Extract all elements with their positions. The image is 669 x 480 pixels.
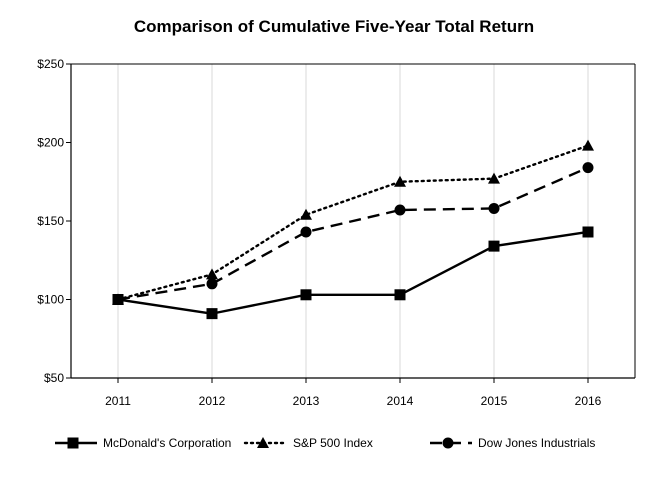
data-point [488,202,500,214]
data-point [300,208,312,220]
data-point [394,289,406,301]
data-point [582,226,594,238]
y-tick-label: $50 [44,371,64,385]
series-square [112,226,594,320]
y-tick-labels: $50 $100 $150 $200 $250 [37,57,71,385]
y-tick-label: $200 [37,136,64,150]
x-tick-label: 2016 [575,394,602,408]
data-point [300,226,312,238]
legend-item: S&P 500 Index [243,436,373,450]
legend-item: McDonald's Corporation [55,436,231,450]
legend-item: Dow Jones Industrials [430,436,595,450]
x-tick-label: 2014 [387,394,414,408]
legend-marker [67,437,79,449]
data-point [206,308,218,320]
series-line [117,230,589,315]
legend-marker [257,437,269,448]
data-point [488,240,500,252]
legend-label: S&P 500 Index [293,436,373,450]
y-tick-label: $100 [37,293,64,307]
series-line [117,166,589,301]
series-line [116,144,590,301]
y-tick-label: $250 [37,57,64,71]
legend-label: McDonald's Corporation [103,436,231,450]
x-tick-label: 2015 [481,394,508,408]
data-point [582,139,594,151]
legend-label: Dow Jones Industrials [478,436,595,450]
chart-legend: McDonald's Corporation S&P 500 Index Dow J… [55,436,595,450]
data-series [112,139,594,320]
x-tick-label: 2012 [199,394,226,408]
legend-marker [442,437,454,449]
vertical-gridlines [117,64,589,378]
x-tick-label: 2013 [293,394,320,408]
series-circle [112,162,594,305]
data-point [206,278,218,290]
y-tick-label: $150 [37,214,64,228]
chart-title: Comparison of Cumulative Five-Year Total… [134,17,534,36]
x-tick-label: 2011 [105,394,131,408]
data-point [394,175,406,187]
data-point [300,289,312,301]
x-tick-labels: 2011 2012 2013 2014 2015 2016 [105,378,602,408]
data-point [112,294,124,305]
data-point [394,204,406,216]
data-point [582,162,594,174]
data-point [206,268,218,280]
data-point [488,172,500,184]
